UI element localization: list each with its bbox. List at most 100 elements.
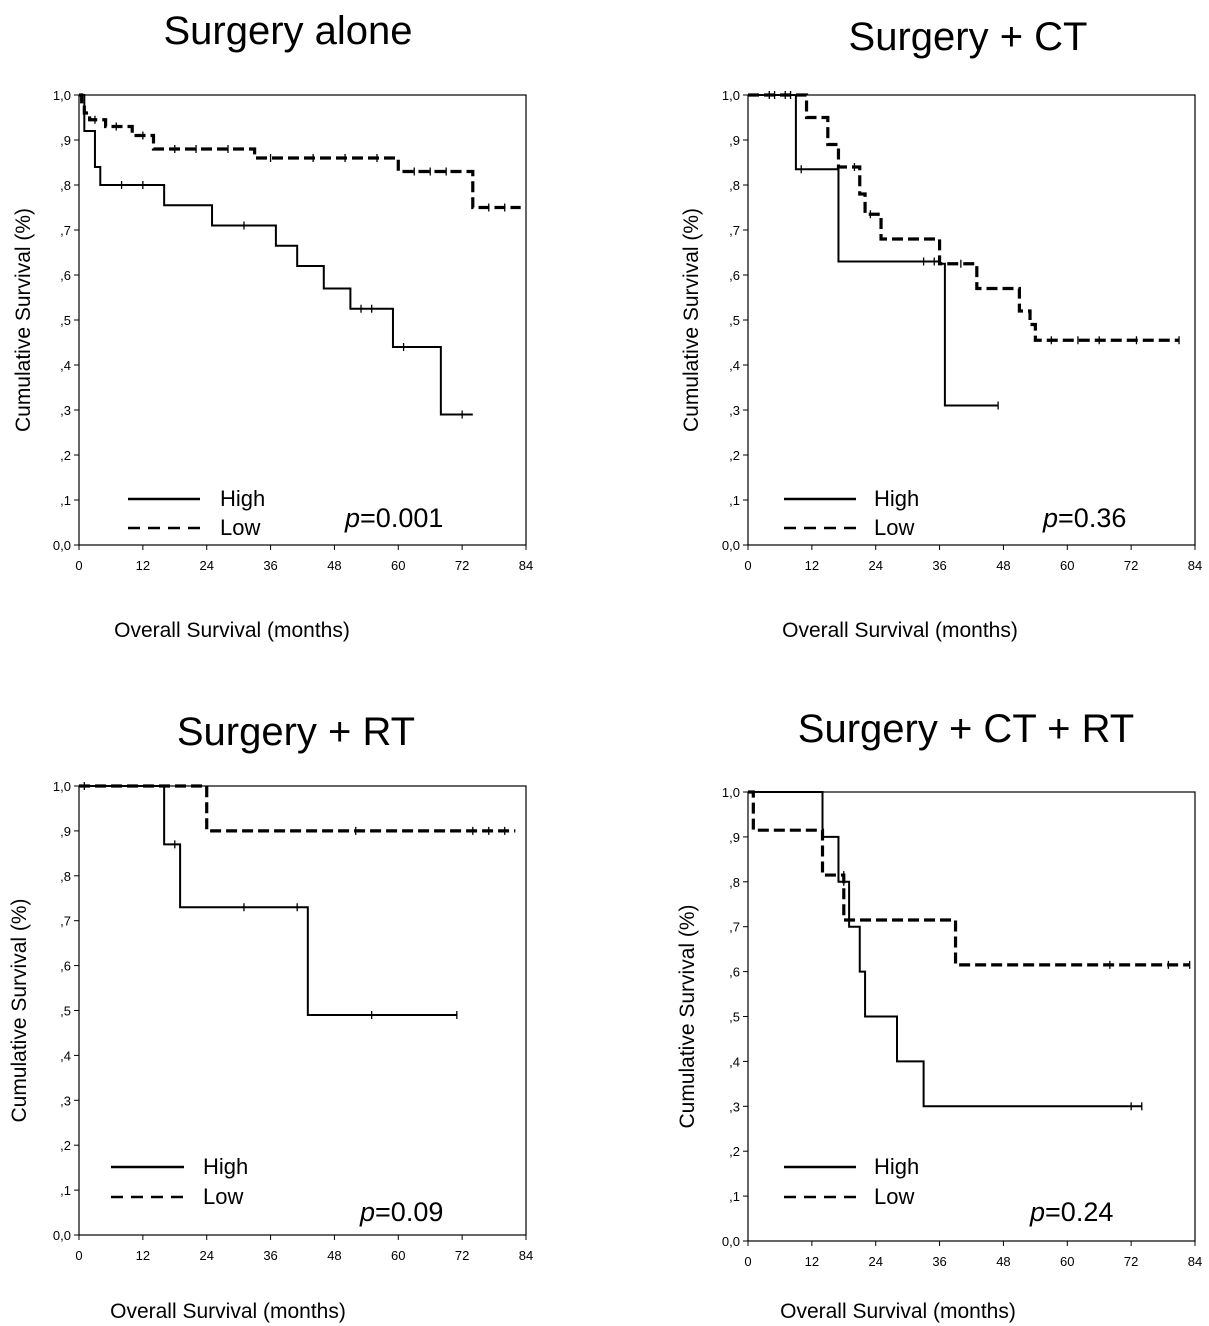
- legend-label-low: Low: [874, 1184, 914, 1209]
- y-tick-label: ,4: [60, 1048, 71, 1063]
- p-symbol: p: [344, 503, 360, 533]
- y-tick-label: ,1: [729, 493, 740, 508]
- x-tick-label: 24: [868, 1254, 882, 1269]
- p-symbol: p: [1029, 1197, 1045, 1227]
- x-tick-label: 24: [199, 1248, 213, 1263]
- legend: High Low: [784, 1154, 919, 1209]
- p-value-annotation: p=0.09: [359, 1197, 443, 1227]
- y-tick-label: ,4: [729, 358, 740, 373]
- legend-label-high: High: [874, 486, 919, 511]
- y-tick-label: ,1: [729, 1189, 740, 1204]
- y-tick-label: ,3: [729, 1099, 740, 1114]
- p-value: =0.24: [1045, 1197, 1113, 1227]
- series-line-low: [79, 93, 521, 210]
- y-tick-label: ,2: [729, 1144, 740, 1159]
- x-tick-label: 48: [327, 558, 341, 573]
- legend-label-high: High: [220, 486, 265, 511]
- x-tick-label: 36: [263, 558, 277, 573]
- x-tick-label: 12: [136, 558, 150, 573]
- y-tick-label: ,9: [60, 824, 71, 839]
- x-tick-label: 84: [1188, 558, 1202, 573]
- x-tick-label: 36: [932, 558, 946, 573]
- x-tick-label: 0: [744, 558, 751, 573]
- chart-title: Surgery + RT: [177, 710, 415, 754]
- p-symbol: p: [1042, 503, 1058, 533]
- x-tick-label: 72: [1124, 1254, 1138, 1269]
- y-tick-label: ,9: [729, 830, 740, 845]
- x-axis-label: Overall Survival (months): [114, 619, 350, 642]
- x-tick-label: 60: [391, 558, 405, 573]
- y-tick-label: ,5: [60, 1004, 71, 1019]
- x-axis-label: Overall Survival (months): [780, 1300, 1016, 1323]
- y-tick-label: ,8: [729, 875, 740, 890]
- legend-label-low: Low: [220, 515, 260, 540]
- chart-panel-1: Surgery alone 0,0 ,1 ,2 ,3 ,4 ,5 ,6 ,7 ,8 ,9 1,0 0 12…: [12, 9, 533, 642]
- x-tick-label: 24: [868, 558, 882, 573]
- x-tick-label: 12: [136, 1248, 150, 1263]
- y-tick-label: ,1: [60, 493, 71, 508]
- x-tick-label: 36: [932, 1254, 946, 1269]
- x-tick-label: 12: [805, 1254, 819, 1269]
- y-tick-label: ,4: [60, 358, 71, 373]
- y-tick-label: ,6: [60, 959, 71, 974]
- y-tick-label: ,7: [60, 223, 71, 238]
- plot-frame: [747, 94, 1196, 546]
- x-tick-label: 24: [199, 558, 213, 573]
- y-tick-label: ,6: [60, 268, 71, 283]
- chart-title: Surgery alone: [163, 9, 412, 53]
- p-value: =0.09: [375, 1197, 443, 1227]
- x-tick-label: 60: [1060, 558, 1074, 573]
- x-tick-label: 48: [327, 1248, 341, 1263]
- legend: High Low: [111, 1154, 248, 1209]
- y-tick-label: ,8: [60, 178, 71, 193]
- legend: High Low: [784, 486, 919, 540]
- y-tick-label: ,5: [60, 313, 71, 328]
- y-tick-label: ,2: [60, 448, 71, 463]
- x-tick-label: 84: [519, 1248, 533, 1263]
- series-line-high: [748, 94, 999, 407]
- y-tick-label: 0,0: [53, 1228, 71, 1243]
- chart-panel-2: Surgery + CT 0,0 ,1 ,2 ,3 ,4 ,5 ,6 ,7 ,8 ,9 1,0 0 12 2…: [680, 15, 1202, 642]
- chart-title: Surgery + CT + RT: [798, 707, 1134, 751]
- y-tick-label: 0,0: [722, 1234, 740, 1249]
- y-axis-label: Cumulative Survival (%): [8, 898, 31, 1122]
- legend: High Low: [128, 486, 265, 540]
- x-tick-label: 84: [519, 558, 533, 573]
- chart-panel-3: Surgery + RT 0,0 ,1 ,2 ,3 ,4 ,5 ,6 ,7 ,8 ,9 1,0 0 12 2…: [8, 710, 533, 1323]
- x-tick-label: 0: [75, 558, 82, 573]
- p-symbol: p: [359, 1197, 375, 1227]
- y-tick-label: 0,0: [722, 538, 740, 553]
- y-tick-label: 1,0: [722, 785, 740, 800]
- x-tick-label: 60: [1060, 1254, 1074, 1269]
- plot-frame: [78, 94, 527, 546]
- y-tick-label: ,3: [60, 1093, 71, 1108]
- y-tick-label: ,9: [60, 133, 71, 148]
- y-tick-label: ,8: [60, 869, 71, 884]
- x-axis-label: Overall Survival (months): [110, 1300, 346, 1323]
- x-tick-label: 48: [996, 1254, 1010, 1269]
- x-tick-label: 72: [455, 558, 469, 573]
- y-tick-label: 1,0: [53, 88, 71, 103]
- y-tick-label: ,6: [729, 268, 740, 283]
- series-line-high: [79, 94, 473, 416]
- y-axis-label: Cumulative Survival (%): [676, 904, 699, 1128]
- y-tick-label: 0,0: [53, 538, 71, 553]
- y-tick-label: 1,0: [53, 779, 71, 794]
- x-tick-label: 72: [1124, 558, 1138, 573]
- y-tick-label: ,6: [729, 965, 740, 980]
- y-tick-label: ,7: [729, 920, 740, 935]
- y-tick-label: ,8: [729, 178, 740, 193]
- p-value-annotation: p=0.36: [1042, 503, 1126, 533]
- legend-label-low: Low: [874, 515, 914, 540]
- y-tick-label: ,2: [60, 1138, 71, 1153]
- y-tick-label: ,5: [729, 313, 740, 328]
- y-tick-label: ,3: [729, 403, 740, 418]
- y-tick-label: ,4: [729, 1054, 740, 1069]
- y-tick-label: ,7: [60, 914, 71, 929]
- chart-panel-4: Surgery + CT + RT 0,0 ,1 ,2 ,3 ,4 ,5 ,6 ,7 ,8 ,9 1,…: [676, 707, 1202, 1323]
- y-tick-label: ,2: [729, 448, 740, 463]
- x-tick-label: 84: [1188, 1254, 1202, 1269]
- x-tick-label: 0: [75, 1248, 82, 1263]
- y-axis-label: Cumulative Survival (%): [680, 208, 703, 432]
